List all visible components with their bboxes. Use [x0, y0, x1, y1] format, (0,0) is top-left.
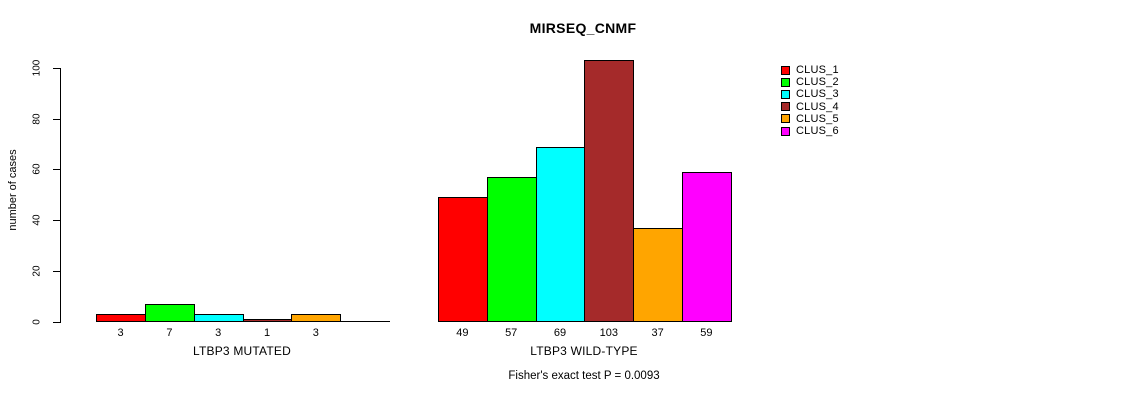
bar-value-label: 59	[700, 327, 713, 339]
legend-item-clus_6: CLUS_6	[781, 125, 839, 137]
legend-item-clus_2: CLUS_2	[781, 76, 839, 88]
y-tick-mark	[53, 322, 60, 323]
bar-value-label: 3	[117, 327, 124, 339]
legend-label: CLUS_4	[796, 100, 839, 113]
legend-label: CLUS_3	[796, 88, 839, 101]
bar-clus_1	[96, 314, 146, 322]
fisher-test-footnote: Fisher's exact test P = 0.0093	[508, 370, 660, 382]
y-tick-mark	[53, 68, 60, 69]
y-tick-label: 0	[31, 319, 43, 325]
group-label-mutated: LTBP3 MUTATED	[193, 344, 291, 358]
y-tick-label: 40	[31, 214, 43, 226]
y-tick-mark	[53, 119, 60, 120]
y-tick-mark	[53, 271, 60, 272]
legend-item-clus_4: CLUS_4	[781, 101, 839, 113]
bar-clus_4	[242, 319, 293, 322]
legend-swatch-icon	[781, 89, 790, 99]
legend-swatch-icon	[781, 102, 790, 112]
bar-value-label: 57	[505, 327, 518, 339]
legend-swatch-icon	[781, 77, 790, 87]
bar-value-label: 7	[166, 327, 173, 339]
chart-title: MIRSEQ_CNMF	[529, 20, 637, 36]
bar-clus_4	[584, 60, 635, 322]
legend: CLUS_1 CLUS_2 CLUS_3 CLUS_4 CLUS_5 CLUS_6	[781, 64, 839, 137]
bar-clus_2	[145, 304, 195, 322]
bar-value-label: 3	[215, 327, 222, 339]
legend-swatch-icon	[781, 114, 790, 124]
y-tick-label: 100	[31, 59, 43, 77]
bar-value-label: 3	[312, 327, 319, 339]
bar-clus_2	[486, 177, 537, 322]
legend-label: CLUS_2	[796, 76, 839, 89]
bar-value-label: 1	[263, 327, 271, 339]
y-tick-label: 80	[31, 113, 43, 125]
legend-label: CLUS_1	[796, 64, 839, 77]
bar-value-label: 69	[553, 327, 567, 339]
legend-item-clus_1: CLUS_1	[781, 64, 839, 76]
y-axis-line	[60, 67, 61, 323]
legend-swatch-icon	[781, 126, 790, 136]
legend-label: CLUS_6	[796, 125, 839, 138]
legend-swatch-icon	[781, 65, 790, 75]
bar-value-label: 49	[456, 327, 469, 339]
bar-clus_1	[438, 197, 488, 322]
legend-label: CLUS_5	[796, 112, 839, 125]
bar-value-label: 37	[651, 327, 664, 339]
group-label-wildtype: LTBP3 WILD-TYPE	[530, 344, 638, 358]
bar-clus_3	[193, 314, 244, 322]
bar-clus_6	[682, 172, 732, 322]
bar-zero-clus_6	[340, 321, 390, 322]
y-tick-mark	[53, 169, 60, 170]
bar-value-label: 103	[599, 327, 618, 339]
bar-clus_3	[535, 146, 586, 322]
bar-clus_5	[633, 227, 683, 322]
y-tick-mark	[53, 220, 60, 221]
legend-item-clus_3: CLUS_3	[781, 88, 839, 100]
y-tick-label: 60	[31, 163, 43, 175]
y-tick-label: 20	[31, 265, 43, 277]
legend-item-clus_5: CLUS_5	[781, 113, 839, 125]
bar-clus_5	[291, 314, 342, 322]
